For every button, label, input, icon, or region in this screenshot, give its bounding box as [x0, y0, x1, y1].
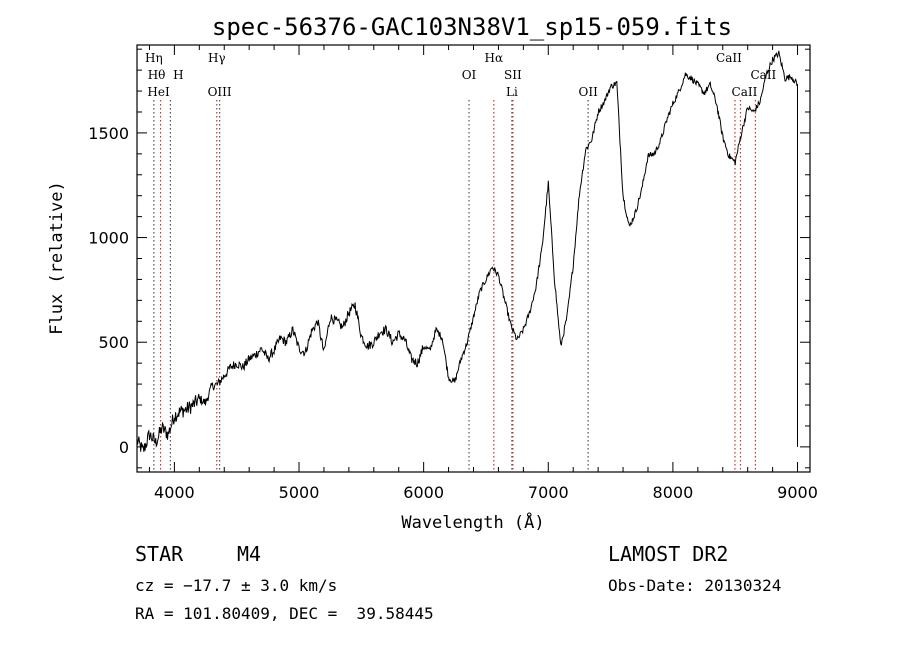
line-marker-label: CaII	[732, 85, 758, 99]
y-axis-label: Flux (relative)	[47, 181, 67, 335]
coordinates: RA = 101.80409, DEC = 39.58445	[135, 604, 434, 623]
x-tick-label: 8000	[653, 483, 694, 502]
line-marker-label: Hη	[145, 51, 163, 65]
y-tick-label: 1000	[88, 229, 129, 248]
line-marker-label: Hγ	[208, 51, 226, 65]
axis-ticks: 4000 5000 6000 7000 8000 9000 0 500 1000 1500	[88, 45, 818, 502]
chart-title: spec-56376-GAC103N38V1_sp15-059.fits	[212, 13, 732, 41]
x-tick-label: 5000	[279, 483, 320, 502]
x-axis-label: Wavelength (Å)	[401, 511, 544, 533]
spectrum-line	[136, 50, 798, 452]
obs-date: Obs-Date: 20130324	[608, 576, 782, 595]
line-marker-label: OIII	[208, 85, 232, 99]
object-subclass: M4	[237, 542, 262, 566]
x-tick-label: 4000	[154, 483, 195, 502]
x-tick-label: 7000	[528, 483, 569, 502]
line-marker-label: Hα	[485, 51, 504, 65]
line-marker-label: Hθ	[148, 68, 166, 82]
x-tick-label: 6000	[403, 483, 444, 502]
line-marker-label: Li	[506, 85, 518, 99]
line-marker-label: OI	[462, 68, 477, 82]
line-marker-label: OII	[578, 85, 598, 99]
y-tick-label: 500	[98, 333, 129, 352]
line-marker-label: CaII	[716, 51, 742, 65]
line-marker-label: H	[173, 68, 183, 82]
x-tick-label: 9000	[777, 483, 818, 502]
survey-name: LAMOST DR2	[608, 542, 729, 566]
plot-frame	[136, 44, 811, 473]
redshift-value: cz = −17.7 ± 3.0 km/s	[135, 576, 338, 595]
line-marker-label: HeI	[147, 85, 170, 99]
line-marker-label: SII	[504, 68, 522, 82]
line-marker-label: CaII	[750, 68, 776, 82]
object-type: STAR	[135, 542, 184, 566]
y-tick-label: 0	[119, 438, 129, 457]
y-tick-label: 1500	[88, 124, 129, 143]
